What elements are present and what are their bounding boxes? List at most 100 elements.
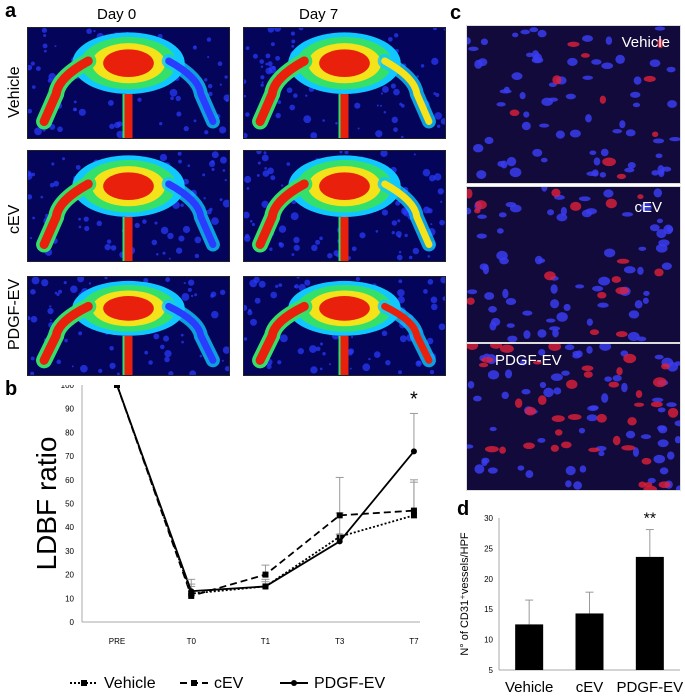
perfusion-speckle: [106, 239, 112, 244]
perfusion-speckle: [322, 119, 325, 122]
micro-nucleus: [585, 208, 597, 215]
perfusion-speckle: [219, 126, 227, 134]
micro-nucleus: [651, 397, 664, 403]
perfusion-speckle: [344, 151, 349, 155]
perfusion-speckle: [375, 230, 379, 233]
perfusion-speckle: [265, 62, 268, 66]
significance-marker: *: [410, 388, 418, 410]
micro-nucleus: [467, 289, 478, 295]
micro-nucleus: [543, 387, 554, 398]
perfusion-speckle: [137, 97, 142, 102]
micro-nucleus: [496, 102, 506, 107]
perfusion-speckle: [396, 254, 403, 261]
micro-nucleus: [507, 335, 518, 342]
perfusion-speckle: [261, 154, 269, 162]
micro-nucleus: [667, 100, 677, 108]
perfusion-speckle: [391, 220, 398, 226]
micro-nucleus: [669, 137, 680, 142]
micro-cd31-signal: [637, 194, 644, 200]
micro-cd31-signal: [509, 109, 520, 117]
data-point: [336, 538, 343, 545]
micro-nucleus: [487, 370, 500, 380]
perfusion-speckle: [266, 364, 272, 370]
perfusion-speckle: [398, 279, 403, 284]
micro-nucleus: [591, 169, 599, 177]
perfusion-speckle: [404, 233, 408, 238]
perfusion-speckle: [279, 334, 288, 343]
ldbf-image-vehicle-day7: [243, 27, 446, 139]
micro-nucleus: [497, 160, 506, 167]
micro-cd31-signal: [616, 367, 623, 376]
perfusion-speckle: [190, 294, 194, 298]
micro-nucleus: [593, 157, 601, 166]
perfusion-right-limb-core: [165, 302, 217, 364]
y-tick-label: 90: [65, 405, 74, 414]
perfusion-speckle: [245, 112, 250, 117]
perfusion-body-region: [319, 49, 370, 78]
perfusion-speckle: [217, 61, 223, 67]
micro-nucleus: [630, 91, 641, 98]
y-tick-label: 10: [65, 594, 74, 603]
micro-nucleus: [504, 369, 513, 379]
micro-nucleus: [649, 59, 661, 67]
perfusion-speckle: [393, 88, 400, 96]
micro-nucleus: [656, 229, 667, 239]
perfusion-speckle: [244, 94, 247, 98]
micro-nucleus: [674, 436, 680, 444]
micro-cd31-signal: [615, 331, 628, 338]
perfusion-speckle: [286, 87, 293, 94]
perfusion-speckle: [362, 363, 371, 372]
micro-nucleus: [509, 167, 522, 178]
x-tick-label: PRE: [109, 637, 125, 646]
perfusion-speckle: [42, 43, 48, 49]
micro-nucleus: [550, 284, 558, 294]
perfusion-speckle: [167, 232, 174, 240]
micro-nucleus: [552, 328, 559, 338]
micro-cd31-signal: [523, 442, 535, 450]
micro-nucleus: [537, 29, 547, 38]
perfusion-speckle: [83, 216, 89, 222]
micro-nucleus: [591, 59, 602, 65]
micro-nucleus: [520, 29, 531, 35]
perfusion-speckle: [397, 289, 405, 297]
perfusion-speckle: [261, 81, 264, 84]
perfusion-speckle: [93, 29, 96, 33]
perfusion-body-region: [103, 172, 154, 201]
perfusion-speckle: [86, 28, 92, 35]
perfusion-speckle: [264, 167, 268, 170]
micro-nucleus: [578, 196, 591, 202]
perfusion-speckle: [430, 296, 438, 304]
micro-cd31-signal: [481, 356, 494, 363]
perfusion-speckle: [43, 33, 47, 38]
perfusion-speckle: [168, 371, 174, 375]
perfusion-speckle: [390, 83, 396, 89]
perfusion-speckle: [80, 364, 88, 373]
panel-c-letter: c: [450, 2, 462, 24]
y-tick-label: 5: [489, 666, 494, 675]
micro-nucleus: [539, 381, 547, 389]
perfusion-speckle: [244, 337, 248, 341]
perfusion-left-limb-core: [39, 301, 93, 365]
y-tick-label: 40: [65, 523, 74, 532]
perfusion-speckle: [156, 253, 159, 256]
perfusion-left-limb-core: [255, 301, 309, 365]
perfusion-speckle: [203, 197, 206, 200]
perfusion-speckle: [176, 111, 182, 117]
micro-nucleus: [526, 52, 534, 58]
perfusion-speckle: [267, 28, 275, 33]
perfusion-speckle: [164, 350, 172, 358]
perfusion-speckle: [78, 225, 82, 229]
perfusion-speckle: [163, 335, 170, 342]
micro-cd31-signal: [643, 75, 656, 82]
perfusion-speckle: [219, 198, 223, 202]
perfusion-speckle: [244, 79, 247, 84]
perfusion-speckle: [221, 359, 224, 362]
micro-nucleus: [599, 172, 607, 178]
perfusion-speckle: [28, 316, 31, 321]
micro-nucleus: [575, 284, 585, 289]
micro-cd31-signal: [635, 390, 643, 399]
micro-cd31-signal: [550, 444, 559, 452]
perfusion-speckle: [199, 354, 203, 358]
micro-cd31-signal: [596, 413, 607, 423]
perfusion-speckle: [275, 55, 281, 61]
